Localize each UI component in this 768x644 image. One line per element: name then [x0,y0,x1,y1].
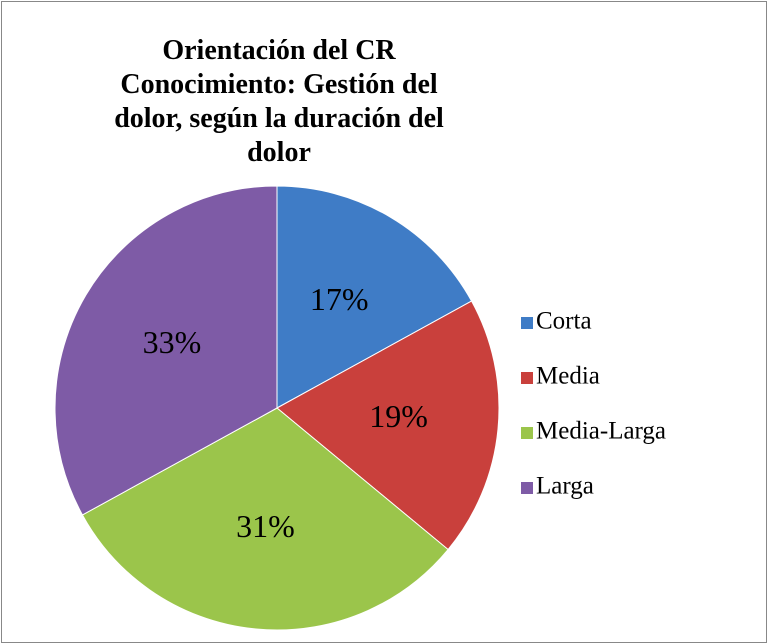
legend-label: Media-Larga [536,418,666,445]
data-label: 31% [236,508,295,544]
legend-label: Larga [536,473,594,500]
pie-slice [276,300,500,551]
data-label: 19% [369,398,428,434]
pie-slice [54,185,278,516]
legend-swatch [521,482,533,494]
legend-label: Media [536,363,600,390]
pie-slice [276,185,473,409]
data-label: 33% [143,324,202,360]
chart-title: Orientación del CR Conocimiento: Gestión… [114,35,444,168]
legend-swatch [521,427,533,439]
legend-swatch [521,372,533,384]
legend-label: Corta [536,308,592,335]
pie-slice [81,407,449,631]
legend-swatch [521,317,533,329]
data-label: 17% [310,281,369,317]
